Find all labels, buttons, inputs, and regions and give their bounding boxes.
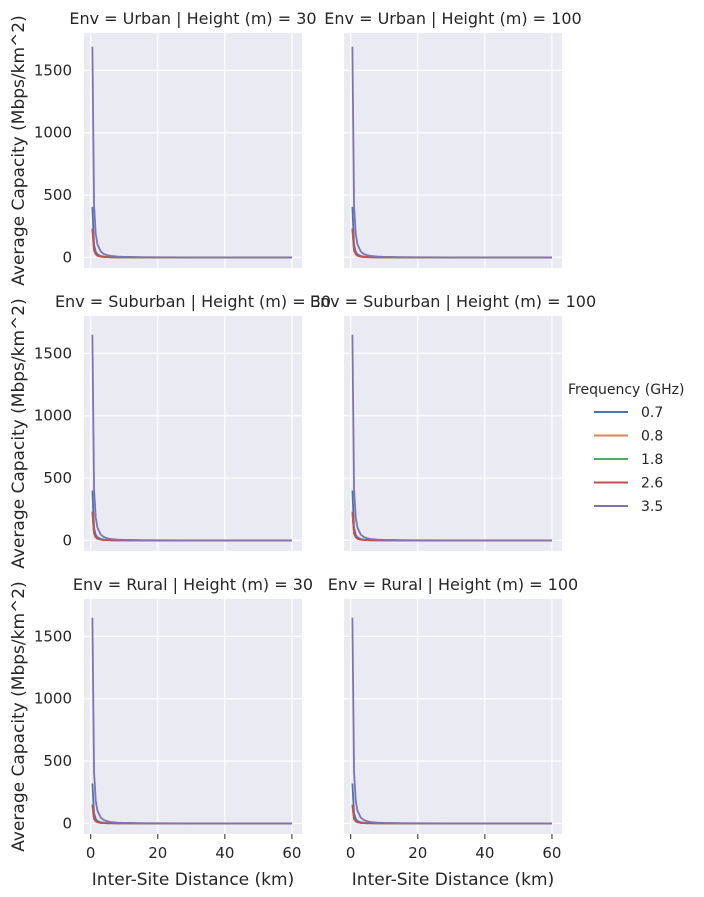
facet-title: Env = Urban | Height (m) = 30: [69, 9, 316, 28]
facet-title: Env = Urban | Height (m) = 100: [324, 9, 581, 28]
panel-background: [344, 599, 562, 834]
legend-label: 3.5: [641, 499, 663, 515]
legend: Frequency (GHz) 0.7 0.8 1.8 2.6 3.5: [568, 382, 684, 515]
panel-background: [84, 316, 302, 551]
series-line-3.5: [91, 46, 292, 259]
facet-title: Env = Rural | Height (m) = 30: [73, 575, 313, 594]
panel-background: [84, 599, 302, 834]
facet-title: Env = Suburban | Height (m) = 30: [55, 292, 331, 311]
series-line-3.5: [351, 334, 552, 542]
x-tick-label: 0: [86, 844, 96, 862]
series-line-3.5: [91, 617, 292, 825]
legend-label: 0.8: [641, 429, 663, 445]
facet-panel: Env = Urban | Height (m) = 30 0 500 1000 150…: [34, 9, 317, 268]
legend-item: 2.6: [594, 476, 663, 492]
facet-title: Env = Rural | Height (m) = 100: [328, 575, 578, 594]
panels-layer: Env = Urban | Height (m) = 30 0 500 1000 150…: [34, 9, 596, 862]
series-line-3.5: [351, 617, 552, 825]
facet-panel: Env = Rural | Height (m) = 30 0 500 1000 150…: [34, 575, 313, 862]
y-tick-label: 500: [43, 752, 72, 770]
x-axis-label-left: Inter-Site Distance (km): [92, 870, 294, 890]
series-line-3.5: [91, 334, 292, 542]
series-line-3.5: [351, 46, 552, 259]
y-axis-label: Average Capacity (Mbps/km^2): [9, 15, 29, 285]
y-tick-label: 500: [43, 469, 72, 487]
y-tick-label: 1500: [34, 61, 72, 79]
y-tick-label: 500: [43, 186, 72, 204]
y-axis-label: Average Capacity (Mbps/km^2): [9, 581, 29, 851]
legend-label: 1.8: [641, 452, 663, 468]
y-tick-label: 0: [62, 248, 72, 266]
facet-panel: Env = Suburban | Height (m) = 100: [310, 292, 596, 551]
legend-item: 0.7: [594, 405, 663, 421]
panel-background: [344, 33, 562, 268]
legend-title: Frequency (GHz): [568, 382, 684, 398]
x-tick-label: 20: [408, 844, 427, 862]
facet-panel: Env = Suburban | Height (m) = 30 0 500 1000…: [34, 292, 331, 551]
legend-item: 3.5: [594, 499, 663, 515]
facet-panel: Env = Urban | Height (m) = 100: [324, 9, 582, 268]
x-tick-label: 40: [475, 844, 494, 862]
x-tick-label: 40: [215, 844, 234, 862]
x-tick-label: 60: [542, 844, 561, 862]
legend-item: 0.8: [594, 429, 663, 445]
facet-panel: Env = Rural | Height (m) = 100 0 20 40 60: [328, 575, 578, 862]
x-axis-label-right: Inter-Site Distance (km): [352, 870, 554, 890]
y-tick-label: 0: [62, 531, 72, 549]
legend-label: 2.6: [641, 476, 663, 492]
panel-background: [84, 33, 302, 268]
y-tick-label: 1500: [34, 344, 72, 362]
legend-item: 1.8: [594, 452, 663, 468]
x-tick-label: 60: [282, 844, 301, 862]
y-tick-label: 1000: [34, 690, 72, 708]
y-tick-label: 1000: [34, 407, 72, 425]
panel-background: [344, 316, 562, 551]
y-tick-label: 0: [62, 814, 72, 832]
y-tick-label: 1000: [34, 124, 72, 142]
legend-label: 0.7: [641, 405, 663, 421]
facet-title: Env = Suburban | Height (m) = 100: [310, 292, 596, 311]
y-axis-label: Average Capacity (Mbps/km^2): [9, 298, 29, 568]
x-tick-label: 0: [346, 844, 356, 862]
x-tick-label: 20: [148, 844, 167, 862]
labels-layer: Inter-Site Distance (km) Inter-Site Dist…: [9, 15, 554, 890]
y-tick-label: 1500: [34, 627, 72, 645]
